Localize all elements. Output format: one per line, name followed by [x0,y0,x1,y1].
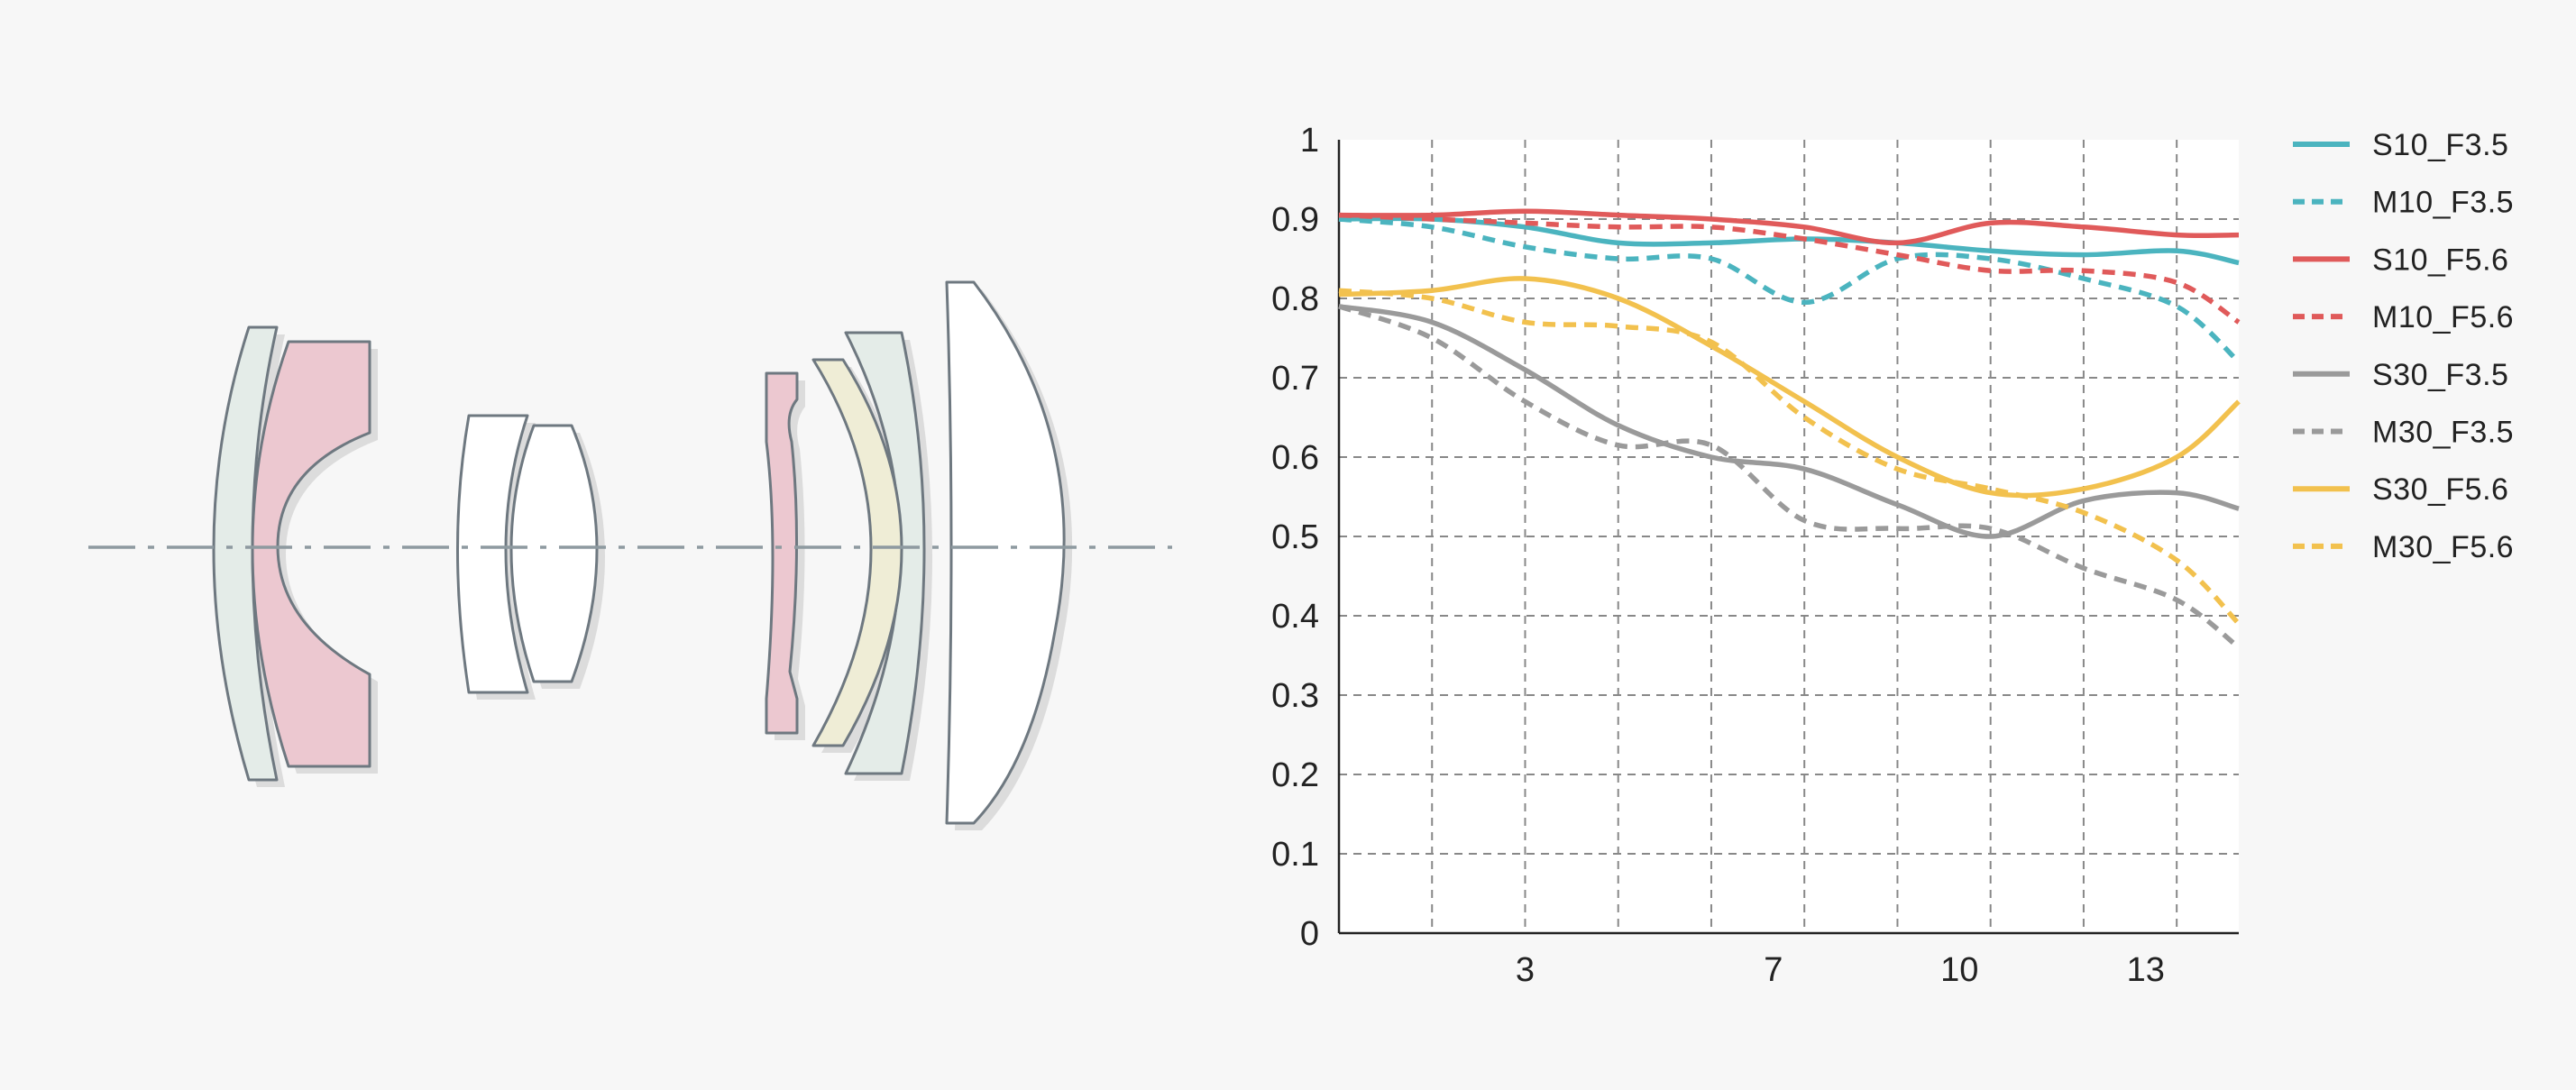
legend-label-m10-f5-6: M10_F5.6 [2372,300,2514,334]
y-tick-label: 0 [1300,915,1319,953]
legend-label-s10-f3-5: S10_F3.5 [2372,128,2508,162]
legend-label-m30-f3-5: M30_F3.5 [2372,416,2514,450]
y-tick-label: 0.8 [1271,280,1319,318]
lens-cross-section-diagram [88,280,1172,830]
mtf-chart: 00.10.20.30.40.50.60.70.80.913 7 10 13 S10_… [1271,122,2514,989]
y-tick-label: 0.9 [1271,201,1319,239]
x-tick-label: 3 [1516,951,1535,989]
y-tick-label: 0.6 [1271,439,1319,477]
series-line-m30-f3-5 [1338,304,2241,650]
axes [1337,140,2239,935]
y-tick-label: 0.5 [1271,518,1319,556]
lens-element-1 [212,325,279,782]
x-tick-label: 10 [1940,951,1978,989]
y-tick-label: 0.7 [1271,360,1319,398]
legend-label-s30-f5-6: S30_F5.6 [2372,472,2508,507]
lens-element-5 [765,371,799,735]
y-tick-label: 0.3 [1271,677,1319,715]
lens-element-2 [251,340,371,768]
y-tick-label: 0.4 [1271,598,1319,636]
legend-label-m30-f5-6: M30_F5.6 [2372,530,2514,564]
lens-element-6 [811,358,903,747]
lens-element-4 [509,424,599,683]
legend: S10_F3.5 M10_F3.5 S10_F5.6 M10_F5.6 S30_F3.5… [2293,128,2514,564]
series-line-s30-f5-6 [1338,276,2241,499]
x-tick-label: 7 [1764,951,1783,989]
series-lines [1338,208,2241,650]
series-line-m10-f3-5 [1338,216,2241,364]
tick-labels: 00.10.20.30.40.50.60.70.80.913 7 10 13 [1271,122,2165,989]
y-tick-label: 0.1 [1271,836,1319,874]
y-tick-label: 0.2 [1271,756,1319,794]
legend-label-s10-f5-6: S10_F5.6 [2372,243,2508,277]
lens-element-8 [945,280,1066,825]
series-line-m10-f5-6 [1338,212,2241,325]
legend-label-m10-f3-5: M10_F3.5 [2372,186,2514,220]
legend-label-s30-f3-5: S30_F3.5 [2372,358,2508,392]
lens-element-3 [456,414,529,694]
series-line-s30-f3-5 [1338,304,2240,539]
x-tick-label: 13 [2127,951,2165,989]
y-tick-label: 1 [1300,122,1319,160]
series-line-s10-f5-6 [1338,208,2240,246]
series-line-m30-f5-6 [1338,288,2241,626]
